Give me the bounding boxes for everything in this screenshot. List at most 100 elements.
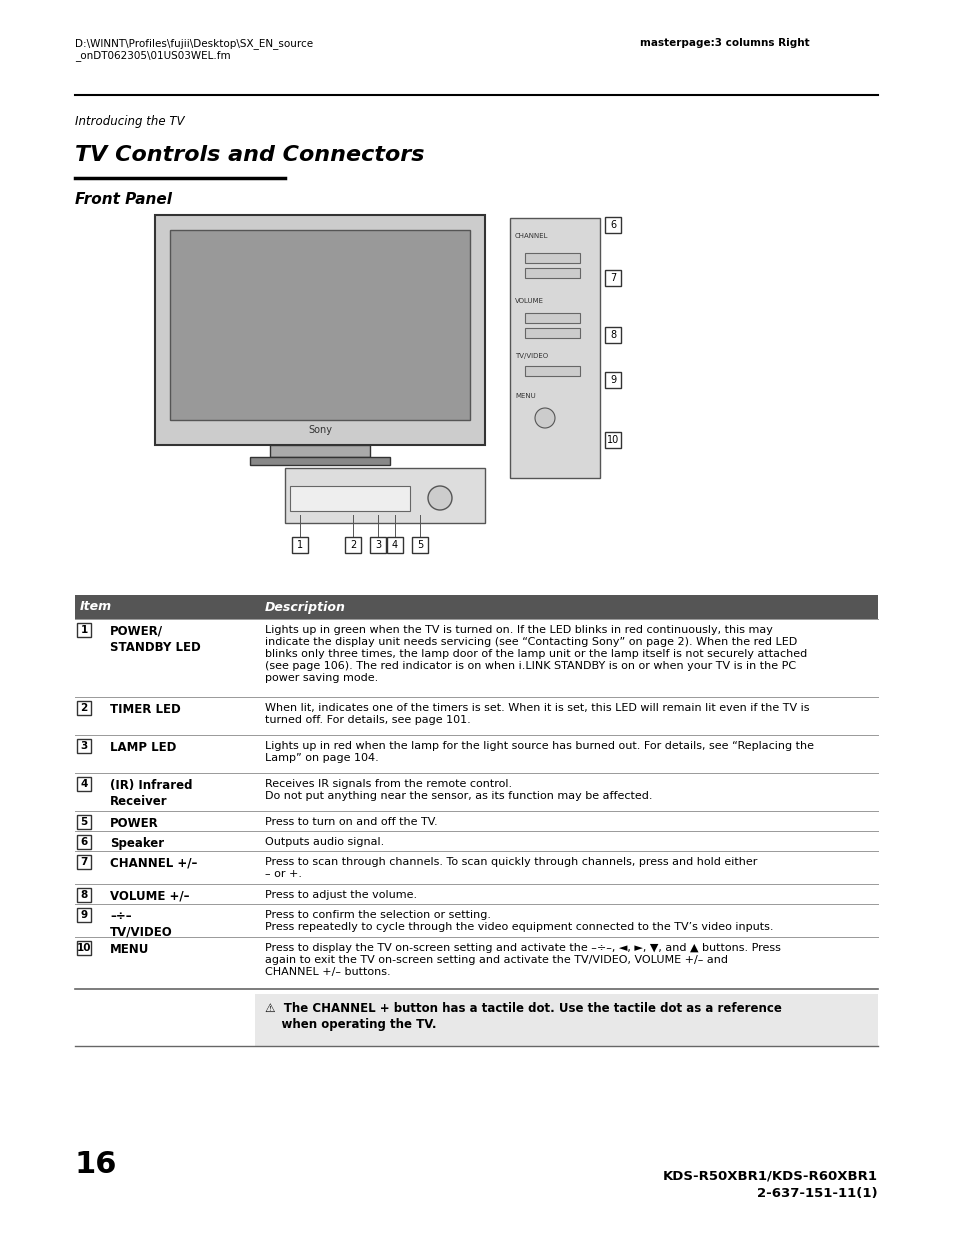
- Bar: [75, 697, 877, 735]
- Bar: [75, 904, 877, 937]
- Text: Press to adjust the volume.: Press to adjust the volume.: [265, 890, 416, 900]
- Bar: [524, 312, 579, 324]
- Text: 2: 2: [80, 703, 88, 713]
- Text: 10: 10: [76, 944, 91, 953]
- Text: ⚠  The CHANNEL + button has a tactile dot. Use the tactile dot as a reference
  : ⚠ The CHANNEL + button has a tactile dot…: [265, 1002, 781, 1031]
- Bar: [77, 701, 91, 715]
- Text: 2: 2: [350, 540, 355, 550]
- Bar: [77, 908, 91, 923]
- Text: Press to turn on and off the TV.: Press to turn on and off the TV.: [265, 818, 437, 827]
- Text: D:\WINNT\Profiles\fujii\Desktop\SX_EN_source
_onDT062305\01US03WEL.fm: D:\WINNT\Profiles\fujii\Desktop\SX_EN_so…: [75, 38, 313, 62]
- Circle shape: [535, 408, 555, 429]
- Text: Sony: Sony: [308, 425, 332, 435]
- Bar: [270, 445, 370, 457]
- Text: TIMER LED: TIMER LED: [110, 703, 180, 716]
- Text: Press to display the TV on-screen setting and activate the –÷–, ◄, ►, ▼, and ▲ b: Press to display the TV on-screen settin…: [265, 944, 781, 977]
- Text: 7: 7: [609, 273, 616, 283]
- Text: POWER: POWER: [110, 818, 158, 830]
- Bar: [75, 937, 877, 989]
- Bar: [75, 773, 877, 811]
- Text: Front Panel: Front Panel: [75, 191, 172, 207]
- Text: CHANNEL: CHANNEL: [515, 233, 548, 240]
- Text: CHANNEL +/–: CHANNEL +/–: [110, 857, 197, 869]
- Text: TIMER  LAMP: TIMER LAMP: [310, 488, 355, 494]
- Bar: [75, 851, 877, 884]
- Text: TV Controls and Connectors: TV Controls and Connectors: [75, 144, 424, 165]
- Text: 1: 1: [80, 625, 88, 635]
- Text: LAMP LED: LAMP LED: [110, 741, 176, 755]
- Text: 9: 9: [609, 375, 616, 385]
- Text: 7: 7: [80, 857, 88, 867]
- Text: –÷–
TV/VIDEO: –÷– TV/VIDEO: [110, 910, 172, 939]
- Bar: [370, 537, 386, 553]
- Text: 4: 4: [392, 540, 397, 550]
- Bar: [387, 537, 402, 553]
- Text: MENU: MENU: [515, 393, 536, 399]
- Text: 10: 10: [606, 435, 618, 445]
- Bar: [290, 487, 410, 511]
- Text: Lights up in red when the lamp for the light source has burned out. For details,: Lights up in red when the lamp for the l…: [265, 741, 813, 763]
- Text: (IR) Infrared
Receiver: (IR) Infrared Receiver: [110, 779, 193, 808]
- Text: Speaker: Speaker: [110, 837, 164, 850]
- Text: Outputs audio signal.: Outputs audio signal.: [265, 837, 384, 847]
- Bar: [604, 432, 620, 448]
- Bar: [604, 327, 620, 343]
- Text: POWER: POWER: [428, 492, 451, 496]
- Bar: [285, 468, 484, 522]
- Circle shape: [428, 487, 452, 510]
- Text: MENU: MENU: [110, 944, 150, 956]
- Text: Description: Description: [265, 600, 346, 614]
- Bar: [77, 815, 91, 829]
- Bar: [604, 270, 620, 287]
- Text: 6: 6: [80, 837, 88, 847]
- Bar: [77, 622, 91, 637]
- Text: 3: 3: [375, 540, 380, 550]
- Text: POWER/STANDBY: POWER/STANDBY: [302, 473, 368, 482]
- Text: When lit, indicates one of the timers is set. When it is set, this LED will rema: When lit, indicates one of the timers is…: [265, 703, 809, 725]
- Text: Press to confirm the selection or setting.
Press repeatedly to cycle through the: Press to confirm the selection or settin…: [265, 910, 773, 932]
- Bar: [412, 537, 428, 553]
- Bar: [345, 537, 360, 553]
- Bar: [77, 739, 91, 753]
- Bar: [524, 366, 579, 375]
- Bar: [510, 219, 599, 478]
- Text: KDS-R50XBR1/KDS-R60XBR1
2-637-151-11(1): KDS-R50XBR1/KDS-R60XBR1 2-637-151-11(1): [662, 1170, 877, 1200]
- Bar: [292, 537, 308, 553]
- Text: VOLUME: VOLUME: [515, 298, 543, 304]
- Text: 1: 1: [296, 540, 303, 550]
- Text: TV/VIDEO: TV/VIDEO: [515, 353, 548, 359]
- Bar: [170, 230, 470, 420]
- Text: masterpage:3 columns Right: masterpage:3 columns Right: [639, 38, 809, 48]
- Text: 8: 8: [609, 330, 616, 340]
- Bar: [524, 329, 579, 338]
- Bar: [77, 855, 91, 869]
- Text: Item: Item: [80, 600, 112, 614]
- Bar: [77, 888, 91, 902]
- Text: Press to scan through channels. To scan quickly through channels, press and hold: Press to scan through channels. To scan …: [265, 857, 757, 879]
- Bar: [75, 735, 877, 773]
- Bar: [254, 994, 877, 1046]
- Text: 8: 8: [80, 890, 88, 900]
- Bar: [77, 835, 91, 848]
- Bar: [75, 811, 877, 831]
- Bar: [250, 457, 390, 466]
- Text: 9: 9: [80, 910, 88, 920]
- Bar: [524, 253, 579, 263]
- Text: 5: 5: [416, 540, 423, 550]
- Text: Receives IR signals from the remote control.
Do not put anything near the sensor: Receives IR signals from the remote cont…: [265, 779, 652, 802]
- Text: Lights up in green when the TV is turned on. If the LED blinks in red continuous: Lights up in green when the TV is turned…: [265, 625, 806, 683]
- Text: 5: 5: [80, 818, 88, 827]
- Bar: [75, 619, 877, 697]
- Text: VOLUME +/–: VOLUME +/–: [110, 890, 190, 903]
- Text: POWER/
STANDBY LED: POWER/ STANDBY LED: [110, 625, 200, 655]
- Bar: [75, 884, 877, 904]
- Bar: [77, 941, 91, 955]
- Text: Introducing the TV: Introducing the TV: [75, 115, 184, 128]
- Text: 16: 16: [75, 1150, 117, 1179]
- Bar: [524, 268, 579, 278]
- Bar: [604, 372, 620, 388]
- Text: 6: 6: [609, 220, 616, 230]
- Bar: [75, 831, 877, 851]
- Bar: [604, 217, 620, 233]
- Bar: [77, 777, 91, 790]
